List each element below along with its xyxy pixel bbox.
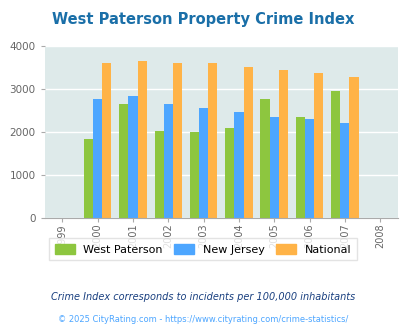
Bar — [137, 61, 146, 218]
Legend: West Paterson, New Jersey, National: West Paterson, New Jersey, National — [49, 238, 356, 260]
Bar — [198, 108, 208, 218]
Bar — [243, 67, 252, 218]
Bar — [84, 139, 93, 218]
Text: Crime Index corresponds to incidents per 100,000 inhabitants: Crime Index corresponds to incidents per… — [51, 292, 354, 302]
Bar — [154, 131, 163, 218]
Bar — [208, 63, 217, 218]
Bar — [339, 123, 349, 218]
Bar — [163, 104, 173, 218]
Bar — [190, 132, 198, 218]
Bar — [269, 116, 278, 218]
Bar — [102, 62, 111, 218]
Bar — [278, 70, 287, 218]
Bar — [349, 77, 358, 218]
Text: © 2025 CityRating.com - https://www.cityrating.com/crime-statistics/: © 2025 CityRating.com - https://www.city… — [58, 315, 347, 324]
Bar — [260, 99, 269, 218]
Bar — [119, 104, 128, 218]
Bar — [304, 119, 313, 218]
Bar — [173, 62, 181, 218]
Bar — [295, 117, 304, 218]
Bar — [234, 112, 243, 218]
Bar — [330, 91, 339, 218]
Bar — [93, 99, 102, 218]
Bar — [225, 128, 234, 218]
Bar — [313, 73, 322, 218]
Text: West Paterson Property Crime Index: West Paterson Property Crime Index — [52, 12, 353, 26]
Bar — [128, 96, 137, 218]
